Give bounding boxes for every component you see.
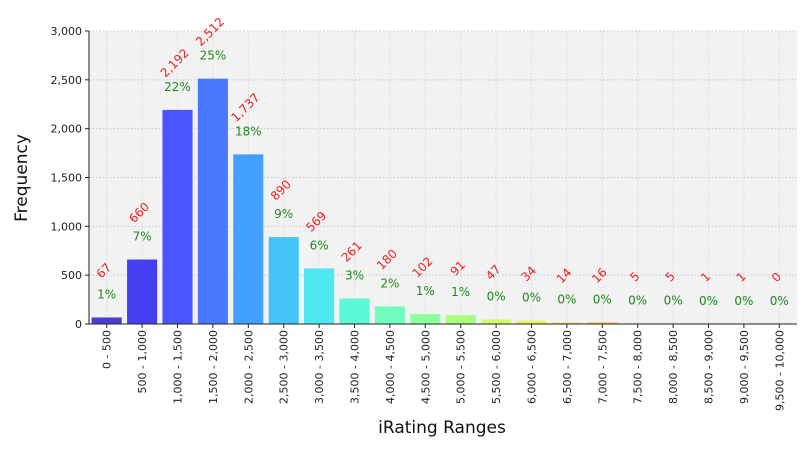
bar	[127, 259, 158, 324]
bar	[304, 268, 335, 324]
x-tick-label: 500 - 1,000	[136, 330, 149, 393]
bar	[268, 237, 299, 324]
x-tick-label: 6,500 - 7,000	[561, 330, 574, 404]
percent-label: 0%	[770, 294, 789, 308]
percent-label: 0%	[699, 294, 718, 308]
x-tick-label: 1,000 - 1,500	[172, 330, 185, 404]
y-tick-labels: 0 500 1,000 1,500 2,000 2,500 3,000	[51, 25, 89, 331]
x-tick-label: 9,500 - 10,000	[773, 330, 786, 411]
y-tick-label: 3,000	[51, 25, 83, 38]
x-tick-label: 0 - 500	[101, 330, 114, 369]
x-tick-label: 8,500 - 9,000	[703, 330, 716, 404]
x-tick-label: 4,500 - 5,000	[419, 330, 432, 404]
y-tick-label: 2,000	[51, 123, 83, 136]
x-tick-label: 6,000 - 6,500	[526, 330, 539, 404]
percent-labels: 1% 7% 22% 25% 18% 9% 6% 3% 2% 1% 1% 0% 0% 0% 0% 0% 0% 0% 0…	[97, 49, 789, 308]
percent-label: 7%	[133, 230, 152, 244]
x-tick-label: 1,500 - 2,000	[207, 330, 220, 404]
percent-label: 0%	[593, 292, 612, 306]
percent-label: 1%	[416, 284, 435, 298]
bar	[91, 317, 122, 324]
bar	[587, 322, 618, 324]
grid-lines	[89, 30, 797, 324]
bar	[233, 154, 264, 324]
percent-label: 0%	[664, 294, 683, 308]
y-tick-label: 2,500	[51, 74, 83, 87]
bar	[410, 314, 441, 324]
x-tick-label: 3,000 - 3,500	[313, 330, 326, 404]
x-axis-title: iRating Ranges	[378, 418, 506, 438]
x-tick-label: 9,000 - 9,500	[738, 330, 751, 404]
x-tick-label: 5,000 - 5,500	[455, 330, 468, 404]
x-tick-label: 5,500 - 6,000	[490, 330, 503, 404]
percent-label: 0%	[487, 289, 506, 303]
x-tick-label: 2,000 - 2,500	[242, 330, 255, 404]
percent-label: 0%	[522, 291, 541, 305]
bar	[481, 319, 512, 324]
percent-label: 3%	[345, 269, 364, 283]
percent-label: 1%	[97, 287, 116, 301]
percent-label: 25%	[200, 49, 227, 63]
percent-label: 0%	[628, 294, 647, 308]
bar	[162, 109, 193, 324]
y-tick-label: 0	[75, 318, 82, 331]
x-tick-label: 2,500 - 3,000	[278, 330, 291, 404]
x-tick-label: 7,000 - 7,500	[596, 330, 609, 404]
percent-label: 0%	[734, 294, 753, 308]
y-tick-label: 1,000	[51, 220, 83, 233]
bar	[339, 298, 370, 324]
percent-label: 6%	[310, 238, 329, 252]
x-tick-label: 3,500 - 4,000	[349, 330, 362, 404]
x-tick-label: 7,500 - 8,000	[632, 330, 645, 404]
percent-label: 2%	[380, 276, 399, 290]
y-tick-label: 500	[61, 269, 82, 282]
x-tick-label: 8,000 - 8,500	[667, 330, 680, 404]
y-tick-label: 1,500	[51, 172, 83, 185]
bars	[91, 78, 759, 324]
percent-label: 18%	[235, 124, 262, 138]
bar	[445, 315, 476, 324]
y-axis-title: Frequency	[12, 134, 32, 222]
bar	[551, 322, 582, 324]
bar	[374, 306, 405, 324]
percent-label: 22%	[164, 80, 191, 94]
bar	[516, 320, 547, 324]
bar	[197, 78, 228, 324]
percent-label: 1%	[451, 285, 470, 299]
x-tick-labels: 0 - 500 500 - 1,000 1,000 - 1,500 1,500 - 2…	[101, 324, 786, 411]
percent-label: 0%	[557, 293, 576, 307]
percent-label: 9%	[274, 207, 293, 221]
x-tick-label: 4,000 - 4,500	[384, 330, 397, 404]
